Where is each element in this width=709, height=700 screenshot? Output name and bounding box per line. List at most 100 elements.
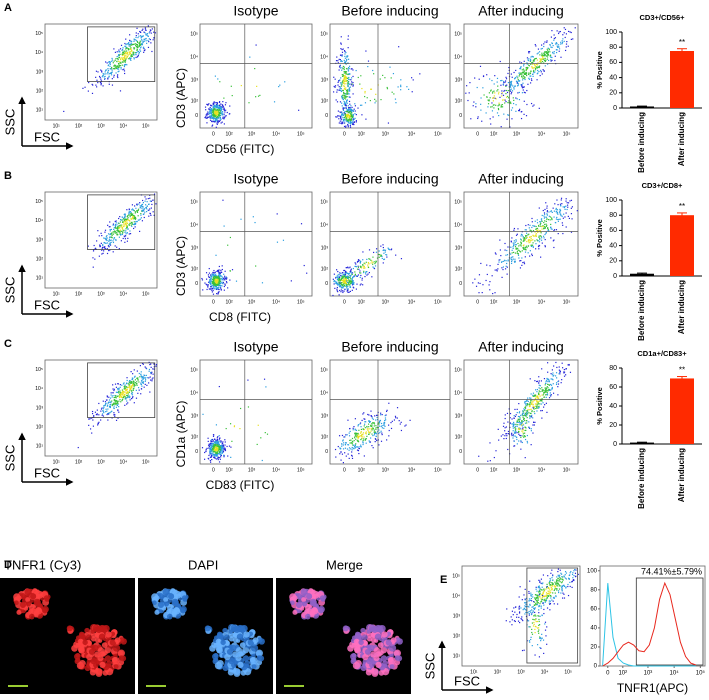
event-dot — [121, 68, 122, 69]
event-dot — [92, 84, 93, 85]
event-dot — [405, 424, 406, 425]
event-dot — [222, 277, 223, 278]
event-dot — [347, 80, 348, 81]
event-dot — [520, 424, 521, 425]
event-dot — [363, 418, 364, 419]
event-dot — [566, 46, 567, 47]
event-dot — [131, 226, 132, 227]
event-dot — [217, 121, 218, 122]
event-dot — [506, 266, 507, 267]
event-dot — [546, 412, 547, 413]
event-dot — [230, 457, 231, 458]
event-dot — [353, 448, 354, 449]
event-dot — [345, 276, 346, 277]
event-dot — [334, 283, 335, 284]
event-dot — [371, 416, 372, 417]
event-dot — [516, 248, 517, 249]
event-dot — [345, 120, 346, 121]
event-dot — [483, 76, 484, 77]
event-dot — [347, 125, 348, 126]
event-dot — [348, 284, 349, 285]
event-dot — [156, 364, 157, 365]
event-dot — [518, 255, 519, 256]
event-dot — [116, 397, 117, 398]
event-dot — [387, 88, 388, 89]
event-dot — [117, 226, 118, 227]
event-dot — [107, 396, 108, 397]
x-tick-label: 10³ — [248, 467, 256, 473]
event-dot — [527, 67, 528, 68]
event-dot — [210, 108, 211, 109]
event-dot — [532, 255, 533, 256]
event-dot — [344, 75, 345, 76]
event-dot — [205, 107, 206, 108]
event-dot — [104, 405, 105, 406]
x-tick-label: 10² — [358, 131, 366, 137]
plot-frame — [45, 360, 157, 456]
event-dot — [409, 420, 410, 421]
event-dot — [383, 259, 384, 260]
event-dot — [343, 48, 344, 49]
event-dot — [345, 96, 346, 97]
event-dot — [209, 277, 210, 278]
event-dot — [107, 253, 108, 254]
event-dot — [355, 429, 356, 430]
event-dot — [211, 453, 212, 454]
event-dot — [368, 61, 369, 62]
y-tick-label: 0 — [195, 281, 198, 287]
event-dot — [222, 113, 223, 114]
event-dot — [532, 246, 533, 247]
event-dot — [537, 70, 538, 71]
event-dot — [342, 114, 343, 115]
event-dot — [345, 127, 346, 128]
event-dot — [530, 250, 531, 251]
event-dot — [215, 255, 216, 256]
event-dot — [138, 55, 139, 56]
event-dot — [148, 210, 149, 211]
event-dot — [354, 266, 355, 267]
event-dot — [216, 113, 217, 114]
event-dot — [345, 89, 346, 90]
event-dot — [571, 39, 572, 40]
event-dot — [378, 429, 379, 430]
x-tick-label: 10³ — [382, 131, 390, 137]
event-dot — [551, 217, 552, 218]
event-dot — [220, 287, 221, 288]
event-dot — [350, 442, 351, 443]
event-dot — [531, 245, 532, 246]
event-dot — [124, 217, 125, 218]
event-dot — [129, 51, 130, 52]
event-dot — [146, 43, 147, 44]
event-dot — [380, 413, 381, 414]
event-dot — [559, 211, 560, 212]
event-dot — [355, 105, 356, 106]
event-dot — [359, 448, 360, 449]
event-dot — [103, 407, 104, 408]
y-tick-label: 10² — [36, 257, 44, 263]
event-dot — [116, 404, 117, 405]
event-dot — [357, 433, 358, 434]
event-dot — [372, 70, 373, 71]
event-dot — [552, 52, 553, 53]
event-dot — [112, 388, 113, 389]
y-tick-label: 10⁴ — [190, 391, 198, 397]
event-dot — [353, 124, 354, 125]
event-dot — [122, 49, 123, 50]
event-dot — [571, 218, 572, 219]
event-dot — [555, 209, 556, 210]
event-dot — [516, 81, 517, 82]
event-dot — [354, 437, 355, 438]
event-dot — [569, 31, 570, 32]
event-dot — [217, 116, 218, 117]
event-dot — [507, 73, 508, 74]
event-dot — [538, 376, 539, 377]
event-dot — [150, 215, 151, 216]
event-dot — [566, 212, 567, 213]
event-dot — [523, 421, 524, 422]
event-dot — [151, 380, 152, 381]
event-dot — [372, 422, 373, 423]
event-dot — [213, 451, 214, 452]
event-dot — [226, 115, 227, 116]
event-dot — [568, 46, 569, 47]
event-dot — [551, 57, 552, 58]
